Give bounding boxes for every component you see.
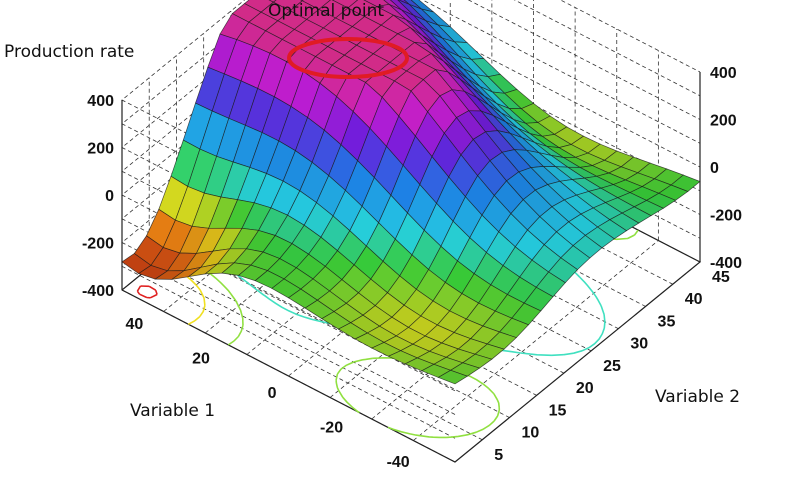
x-tick-label: 0 — [268, 385, 277, 402]
floor-grid-line — [204, 132, 451, 334]
y-tick-label: 40 — [685, 291, 703, 308]
floor-grid-line — [246, 154, 493, 355]
z-tick-label-right: 0 — [710, 160, 719, 177]
contour-line — [136, 285, 158, 299]
optimal-point-label: Optimal point — [268, 1, 384, 21]
z-axis-title: Production rate — [4, 42, 134, 62]
y-tick-label: 30 — [630, 336, 648, 353]
z-tick-label-right: -400 — [710, 255, 742, 272]
z-tick-label-left: -200 — [82, 236, 114, 253]
surface-cell — [437, 369, 469, 385]
floor-grid-line — [163, 111, 409, 312]
z-tick-label-left: 200 — [87, 141, 114, 158]
z-tick-label-left: -400 — [82, 283, 114, 300]
z-tick-label-left: 400 — [87, 93, 114, 110]
floor-grid-line — [371, 218, 618, 420]
floor-grid-line — [413, 240, 659, 441]
y-tick-label: 20 — [576, 380, 594, 397]
y-tick-label: 45 — [712, 269, 730, 286]
y-axis-title: Variable 2 — [655, 387, 740, 407]
x-axis-title: Variable 1 — [130, 401, 215, 421]
z-tick-label-right: 200 — [710, 113, 737, 130]
tick-labels: 4002000-200-4004002000-200-40040200-20-4… — [82, 65, 742, 471]
y-tick-label: 35 — [658, 313, 676, 330]
y-tick-label: 10 — [521, 425, 539, 442]
y-tick-label: 15 — [549, 402, 567, 419]
z-tick-label-right: -200 — [710, 208, 742, 225]
z-tick-label-right: 400 — [710, 65, 737, 82]
x-tick-label: 20 — [192, 351, 210, 368]
y-tick-label: 25 — [603, 358, 621, 375]
x-tick-label: 40 — [126, 316, 144, 333]
response-surface — [121, 0, 701, 385]
z-tick-label-left: 0 — [105, 188, 114, 205]
floor-grid-line — [329, 197, 576, 398]
y-tick-label: 5 — [494, 447, 503, 464]
floor-grid-line — [288, 175, 534, 377]
optimal-point-marker — [287, 37, 409, 79]
x-tick-label: -40 — [387, 454, 410, 471]
x-tick-label: -20 — [320, 419, 343, 436]
